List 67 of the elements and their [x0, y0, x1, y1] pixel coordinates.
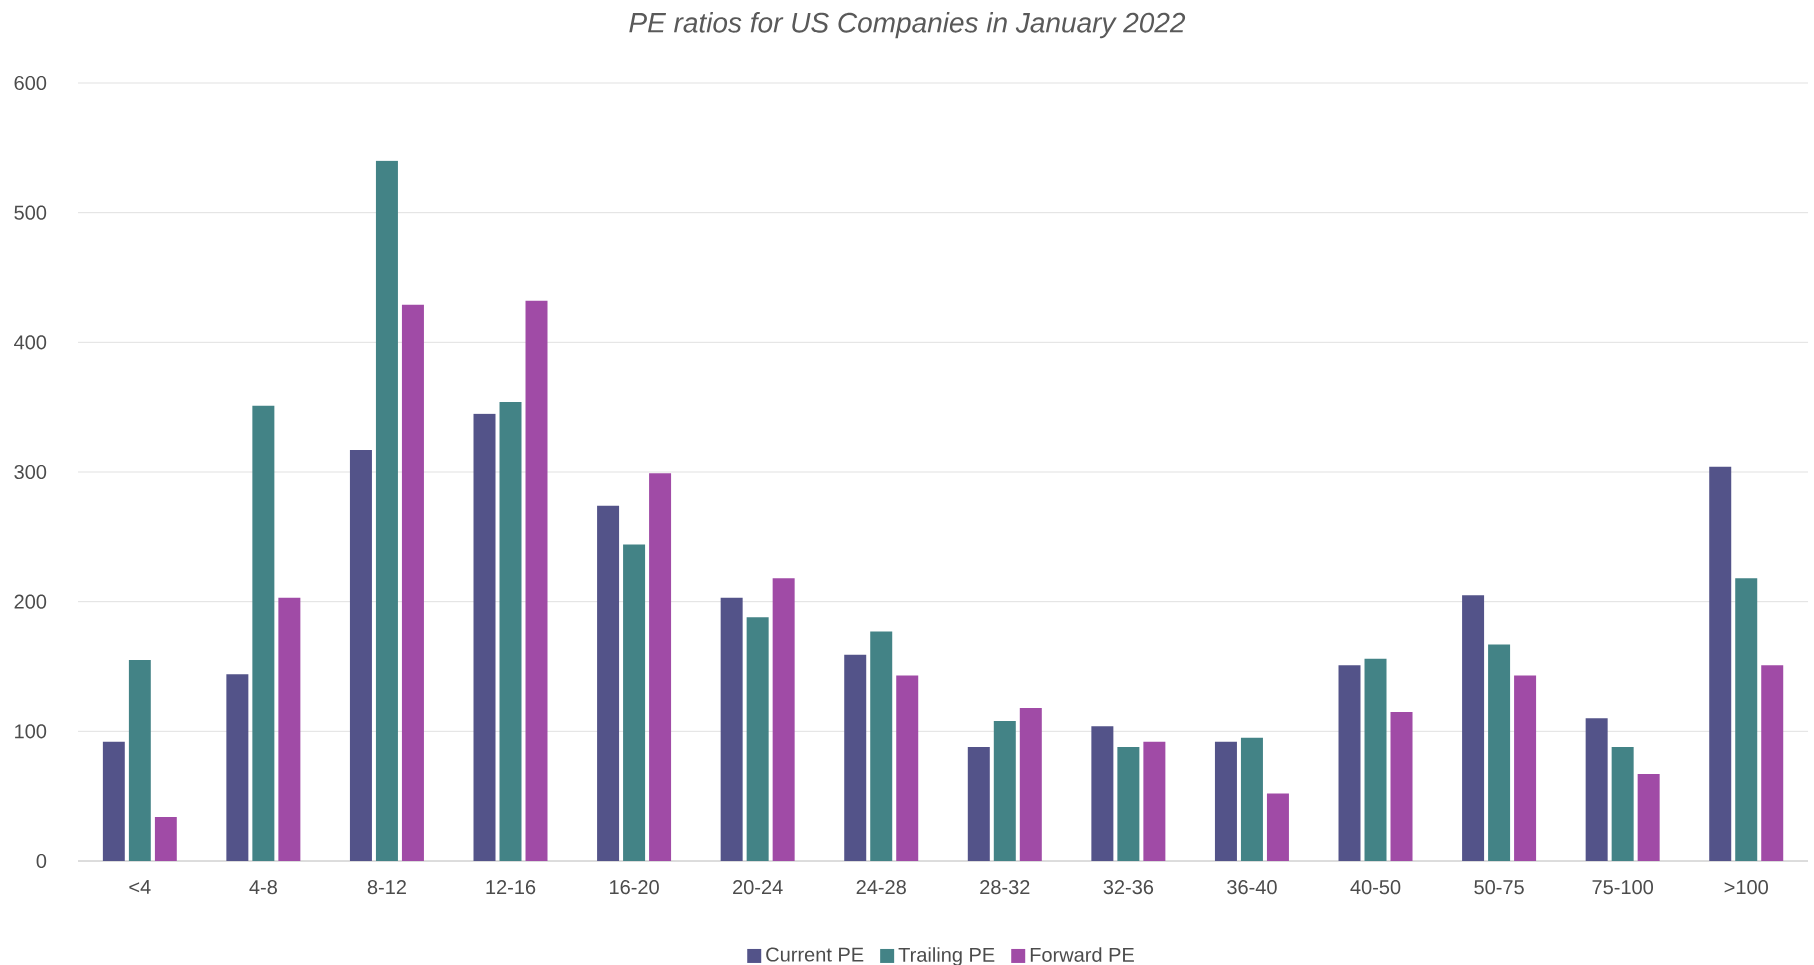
bar	[473, 413, 496, 861]
bar	[1462, 595, 1485, 861]
y-tick-label: 0	[36, 853, 47, 869]
x-tick-label: 75-100	[1592, 880, 1654, 895]
bar	[1488, 644, 1511, 861]
bar	[1338, 665, 1361, 861]
bar	[1019, 707, 1042, 861]
bar	[597, 505, 620, 861]
bar	[1709, 466, 1732, 861]
bar	[1117, 746, 1140, 861]
bar	[252, 405, 275, 861]
bar	[623, 544, 646, 861]
x-tick-label: 24-28	[856, 880, 906, 895]
bar	[499, 401, 522, 861]
y-tick-label: 500	[14, 205, 47, 220]
x-tick-label: <4	[129, 880, 151, 894]
legend-label: Current PE	[766, 947, 864, 962]
chart-title: PE ratios for US Companies in January 2022	[629, 12, 1186, 39]
bar	[844, 654, 867, 861]
bar	[1390, 711, 1413, 861]
bar	[1240, 737, 1263, 861]
bar	[1735, 578, 1758, 861]
bar	[1637, 774, 1660, 861]
bar	[375, 160, 398, 861]
x-tick-label: 36-40	[1227, 880, 1277, 895]
bar	[1266, 793, 1289, 861]
bar	[746, 617, 769, 861]
bar	[1214, 741, 1237, 861]
bar	[1143, 741, 1166, 861]
x-tick-label: 16-20	[610, 880, 659, 895]
bar	[1585, 718, 1608, 861]
bar	[102, 741, 125, 861]
bar	[772, 578, 795, 861]
bar	[349, 449, 372, 861]
bar	[1611, 746, 1634, 861]
x-tick-label: 20-24	[733, 880, 783, 895]
y-tick-label: 400	[14, 335, 47, 350]
y-tick-label: 600	[14, 75, 47, 91]
bar	[1364, 658, 1387, 861]
bar	[720, 597, 743, 861]
bar	[154, 816, 177, 861]
x-tick-label: >100	[1724, 880, 1768, 895]
bar	[870, 631, 893, 861]
bar	[993, 720, 1016, 861]
bar	[128, 660, 151, 861]
x-tick-label: 4-8	[249, 880, 277, 895]
legend-label: Trailing PE	[898, 947, 995, 965]
x-tick-label: 32-36	[1103, 880, 1154, 895]
legend-label: Forward PE	[1030, 947, 1134, 962]
bar	[278, 597, 301, 861]
bar	[649, 473, 672, 861]
y-tick-label: 200	[14, 594, 47, 609]
bar	[525, 300, 548, 861]
x-tick-label: 8-12	[367, 880, 406, 895]
y-tick-label: 100	[15, 724, 47, 739]
bar	[226, 674, 249, 861]
x-tick-label: 12-16	[486, 880, 536, 895]
bar	[1761, 665, 1784, 861]
x-tick-label: 40-50	[1350, 880, 1401, 895]
bar	[896, 675, 919, 861]
x-tick-label: 50-75	[1474, 880, 1524, 895]
bar	[967, 746, 990, 861]
bar	[1514, 675, 1537, 861]
bar	[401, 304, 424, 861]
y-tick-label: 300	[14, 464, 47, 480]
x-tick-label: 28-32	[980, 880, 1030, 895]
bar	[1091, 726, 1114, 861]
